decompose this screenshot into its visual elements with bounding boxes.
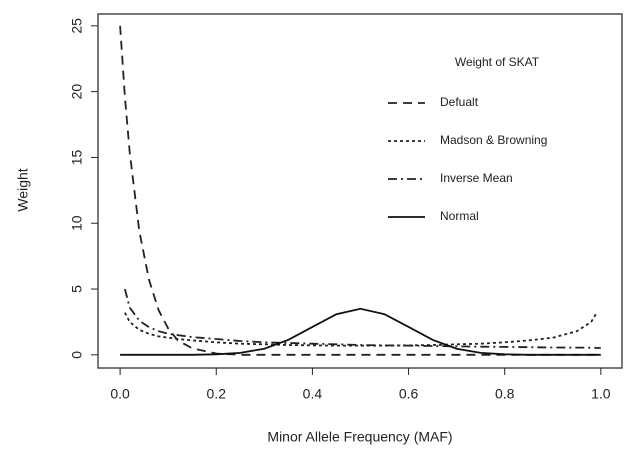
x-tick-label: 0.0	[110, 386, 130, 402]
line-series	[124, 288, 601, 349]
legend-title: Weight of SKAT	[455, 55, 540, 69]
plot-frame	[97, 13, 623, 369]
x-tick-label: 0.8	[495, 386, 515, 402]
legend-label: Madson & Browning	[440, 133, 547, 147]
line-series	[119, 25, 601, 356]
line-series	[124, 312, 597, 347]
x-axis-label: Minor Allele Frequency (MAF)	[267, 429, 452, 445]
x-tick-label: 0.2	[207, 386, 227, 402]
x-tick-label: 1.0	[591, 386, 611, 402]
legend-label: Defualt	[440, 95, 479, 109]
y-tick-label: 15	[69, 149, 85, 165]
legend-label: Normal	[440, 209, 479, 223]
y-tick-label: 0	[69, 351, 85, 359]
y-axis-label: Weight	[15, 168, 31, 211]
y-tick-label: 5	[69, 285, 85, 293]
y-tick-label: 10	[69, 215, 85, 231]
x-tick-label: 0.4	[303, 386, 323, 402]
legend-label: Inverse Mean	[440, 171, 513, 185]
y-tick-label: 20	[69, 84, 85, 100]
x-tick-label: 0.6	[399, 386, 419, 402]
y-tick-label: 25	[69, 18, 85, 34]
line-series	[120, 307, 601, 356]
